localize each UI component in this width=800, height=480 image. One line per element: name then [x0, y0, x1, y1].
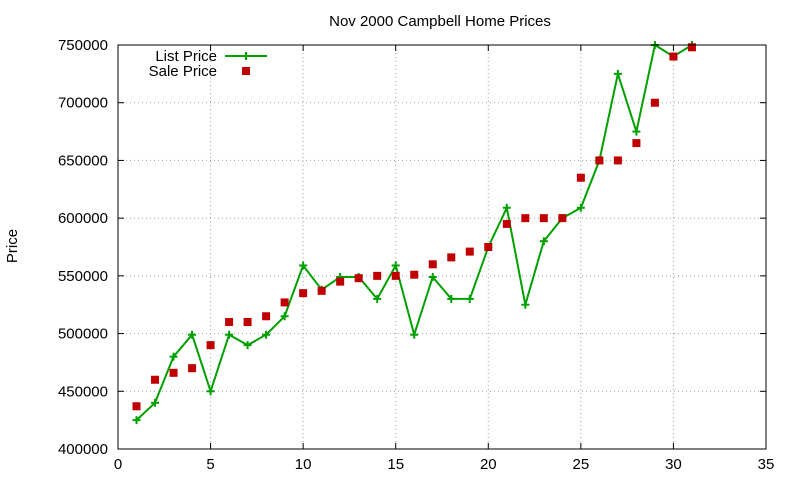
point-list-price	[243, 341, 252, 350]
legend: List Price Sale Price	[149, 48, 267, 80]
point-sale-price	[484, 243, 493, 251]
point-list-price	[465, 294, 474, 303]
point-sale-price	[595, 156, 604, 165]
x-tick-label: 15	[387, 456, 404, 473]
point-list-price	[391, 261, 400, 270]
point-sale-price	[576, 173, 585, 182]
point-sale-price	[354, 274, 363, 283]
point-list-price	[502, 203, 511, 212]
point-list-price	[262, 330, 271, 339]
x-tick-label: 20	[480, 456, 497, 473]
point-list-price	[169, 352, 178, 361]
chart-title: Nov 2000 Campbell Home Prices	[329, 13, 551, 30]
point-sale-price	[262, 312, 271, 321]
x-tick-label: 25	[573, 456, 590, 473]
point-sale-price	[447, 253, 456, 262]
point-sale-price	[225, 318, 234, 327]
point-sale-price	[132, 402, 141, 411]
point-list-price	[206, 387, 215, 396]
point-sale-price	[632, 139, 641, 148]
point-list-price	[410, 330, 419, 339]
point-sale-price	[336, 277, 345, 286]
point-sale-price	[151, 375, 160, 384]
point-sale-price	[299, 289, 308, 298]
point-list-price	[576, 203, 585, 212]
point-sale-price	[558, 214, 567, 223]
point-list-price	[280, 312, 289, 321]
plot-frame	[117, 44, 767, 450]
point-list-price	[299, 261, 308, 270]
x-tick-label: 5	[206, 456, 214, 473]
point-sale-price	[465, 247, 474, 256]
y-tick-label: 650000	[58, 152, 108, 169]
legend-label-sale-price: Sale Price	[149, 63, 217, 80]
point-list-price	[632, 127, 641, 136]
plot-area	[132, 41, 696, 425]
x-tick-label: 35	[758, 456, 775, 473]
y-tick-label: 750000	[58, 37, 108, 54]
y-axis-label: Price	[4, 229, 21, 263]
point-sale-price	[243, 318, 252, 327]
y-tick-label: 600000	[58, 210, 108, 227]
point-sale-price	[502, 219, 511, 228]
point-list-price	[428, 273, 437, 282]
axis-ticks: 0 5 10 15 20 25 30 35 400000 450000 500000 550000 60…	[58, 37, 774, 473]
legend-swatch-list-price	[225, 52, 267, 60]
point-sale-price	[650, 98, 659, 107]
y-tick-label: 500000	[58, 326, 108, 343]
legend-label-list-price: List Price	[155, 48, 217, 65]
point-sale-price	[410, 270, 419, 279]
point-sale-price	[280, 298, 289, 307]
point-sale-price	[391, 271, 400, 280]
point-sale-price	[669, 52, 678, 61]
point-list-price	[188, 330, 197, 339]
point-sale-price	[317, 286, 326, 295]
point-list-price	[373, 294, 382, 303]
point-list-price	[151, 398, 160, 407]
series-line-list-price	[135, 43, 693, 421]
y-tick-label: 700000	[58, 95, 108, 112]
x-tick-label: 30	[665, 456, 682, 473]
y-tick-label: 450000	[58, 383, 108, 400]
grid	[118, 45, 766, 449]
y-tick-label: 550000	[58, 268, 108, 285]
legend-swatch-sale-price	[242, 67, 250, 75]
point-sale-price	[373, 271, 382, 280]
point-sale-price	[206, 341, 215, 350]
point-sale-price	[613, 156, 622, 165]
point-list-price	[447, 294, 456, 303]
point-list-price	[613, 69, 622, 78]
x-tick-label: 10	[295, 456, 312, 473]
point-sale-price	[428, 260, 437, 269]
point-list-price	[225, 330, 234, 339]
point-sale-price	[169, 368, 178, 377]
point-sale-price	[687, 43, 696, 52]
y-tick-label: 400000	[58, 441, 108, 458]
x-tick-label: 0	[114, 456, 122, 473]
point-list-price	[132, 416, 141, 425]
point-list-price	[539, 237, 548, 246]
point-sale-price	[188, 364, 197, 373]
point-list-price	[521, 300, 530, 309]
point-sale-price	[539, 214, 548, 223]
point-sale-price	[521, 214, 530, 223]
